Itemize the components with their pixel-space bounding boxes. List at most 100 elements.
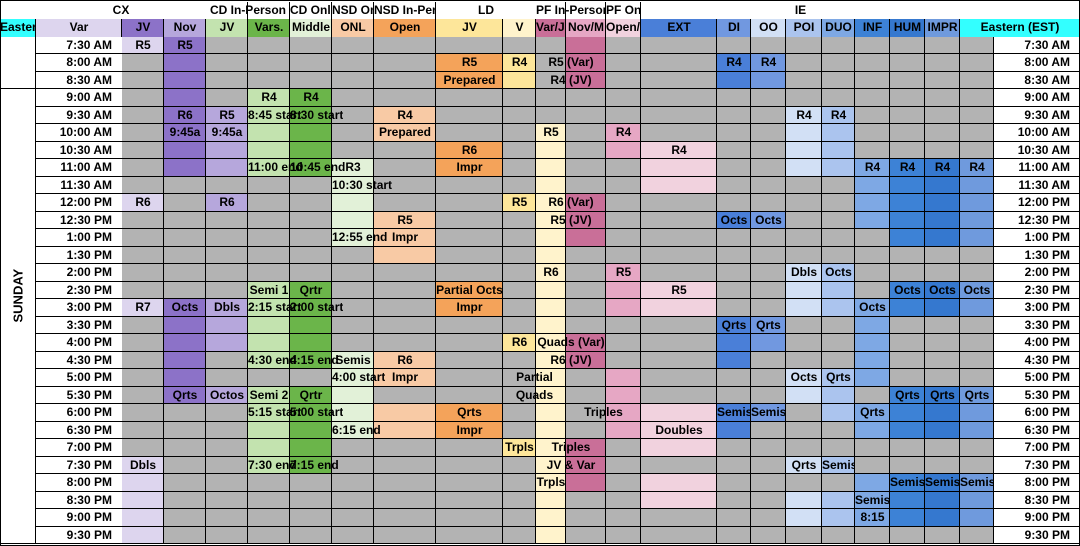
title-cx: CX (112, 3, 130, 17)
slot (925, 474, 960, 492)
slot (248, 421, 290, 439)
slot (822, 246, 855, 264)
slot (822, 54, 855, 72)
event-label: 8:30 start (290, 107, 344, 122)
slot (855, 194, 890, 212)
slot (164, 316, 206, 334)
slot (786, 474, 822, 492)
header-0: Eastern (EST) (0, 20, 36, 34)
slot (206, 281, 248, 299)
slot (122, 281, 164, 299)
slot (374, 176, 436, 194)
slot (855, 176, 890, 194)
slot (641, 211, 717, 229)
header-1: Var (69, 20, 89, 34)
slot (822, 316, 855, 334)
slot (822, 491, 855, 509)
event-label: Octs (171, 300, 199, 314)
slot (890, 316, 925, 334)
slot (248, 351, 290, 369)
slot (717, 264, 751, 282)
slot (925, 159, 960, 177)
slot (374, 141, 436, 159)
slot (786, 421, 822, 439)
event-header-pf_online: PF Online (606, 3, 641, 17)
slot (717, 351, 751, 369)
slot (960, 141, 994, 159)
slot (332, 54, 374, 72)
event-label: Semis (751, 405, 786, 419)
slot (248, 36, 290, 54)
slot (606, 369, 641, 387)
slot (332, 281, 374, 299)
event-label: 5:00 start (290, 405, 344, 419)
slot (890, 211, 925, 229)
slot (436, 404, 503, 422)
slot (164, 509, 206, 527)
event-label: Semis (855, 492, 890, 507)
slot (890, 36, 925, 54)
slot (503, 491, 536, 509)
slot (751, 439, 786, 457)
slot (960, 71, 994, 89)
slot (890, 456, 925, 474)
slot (855, 386, 890, 404)
slot (164, 351, 206, 369)
time-label: 6:00 PM (66, 405, 112, 419)
time-label: 4:30 PM (66, 352, 112, 367)
slot (332, 194, 374, 212)
slot (436, 456, 503, 474)
slot (164, 404, 206, 422)
slot (290, 106, 332, 124)
event-label: R5 (543, 125, 559, 139)
slot (503, 474, 536, 492)
slot (822, 36, 855, 54)
slot (751, 36, 786, 54)
event-label: R5 (177, 37, 193, 52)
slot (751, 334, 786, 352)
slot (164, 264, 206, 282)
slot (641, 369, 717, 387)
slot (641, 36, 717, 54)
slot (436, 229, 503, 247)
slot (374, 54, 436, 72)
event-label: R4 (615, 125, 632, 139)
event-label: Semis (890, 475, 925, 489)
slot (960, 334, 994, 352)
slot (436, 439, 503, 457)
header-20: HUM (893, 20, 922, 34)
slot (717, 106, 751, 124)
slot (206, 439, 248, 457)
slot (290, 194, 332, 212)
slot (566, 316, 606, 334)
slot (641, 54, 717, 72)
header-8: Open (389, 20, 421, 34)
slot (566, 421, 606, 439)
slot (374, 159, 436, 177)
slot (206, 404, 248, 422)
slot (122, 124, 164, 142)
slot (164, 526, 206, 544)
slot (122, 176, 164, 194)
slot (606, 439, 641, 457)
event-label: Prepared (378, 125, 432, 139)
slot (566, 159, 606, 177)
header-6: Middle (292, 20, 330, 34)
slot (606, 176, 641, 194)
event-label: R6 (135, 195, 151, 209)
event-label: 10:45 end (290, 160, 346, 174)
slot (164, 421, 206, 439)
event-label: R5 (219, 107, 235, 122)
slot (960, 509, 994, 527)
slot (751, 369, 786, 387)
slot (822, 159, 855, 177)
slot (206, 386, 248, 404)
slot (822, 526, 855, 544)
time-label: 7:30 AM (66, 37, 112, 52)
event-label: Semis (335, 352, 371, 367)
time-label: 8:30 AM (66, 72, 112, 87)
event-label: Qrts (930, 387, 955, 402)
slot (248, 71, 290, 89)
slot (332, 211, 374, 229)
slot (503, 194, 536, 212)
